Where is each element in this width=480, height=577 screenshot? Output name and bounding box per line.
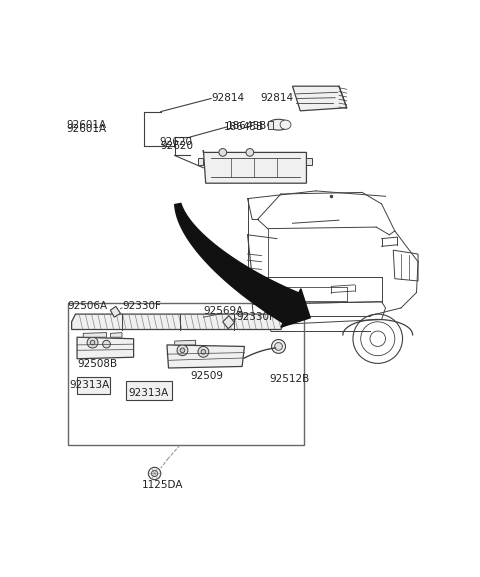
Ellipse shape (280, 120, 291, 129)
Circle shape (103, 340, 110, 348)
Circle shape (177, 345, 188, 355)
Text: 18645B: 18645B (224, 122, 264, 132)
Polygon shape (268, 121, 273, 129)
Text: 92508B: 92508B (77, 359, 117, 369)
Circle shape (90, 340, 95, 345)
Polygon shape (281, 288, 310, 327)
Text: 92313A: 92313A (128, 388, 168, 398)
Circle shape (152, 470, 157, 477)
Text: 92313A: 92313A (69, 380, 109, 390)
Text: 92330F: 92330F (237, 312, 276, 322)
Polygon shape (72, 314, 285, 329)
Text: 92814: 92814 (260, 93, 293, 103)
Text: 1125DA: 1125DA (142, 480, 183, 490)
Text: 92601A: 92601A (66, 123, 107, 133)
Ellipse shape (268, 119, 289, 130)
Polygon shape (175, 204, 299, 323)
Text: 92814: 92814 (211, 93, 244, 103)
Text: 92620: 92620 (161, 141, 194, 151)
Text: 92620: 92620 (159, 137, 192, 147)
Polygon shape (306, 158, 312, 166)
Bar (285, 287, 347, 301)
Polygon shape (204, 150, 306, 183)
Circle shape (275, 343, 282, 350)
Circle shape (201, 350, 206, 354)
Polygon shape (110, 306, 120, 317)
Polygon shape (77, 337, 133, 359)
Text: 92569A: 92569A (204, 306, 244, 316)
Polygon shape (110, 332, 122, 337)
Polygon shape (175, 340, 196, 345)
Circle shape (87, 337, 98, 348)
Bar (68, 302, 304, 445)
Circle shape (148, 467, 161, 479)
Circle shape (198, 346, 209, 357)
Polygon shape (223, 316, 234, 329)
Bar (77, 377, 109, 394)
Text: 18645B: 18645B (227, 121, 267, 131)
Circle shape (180, 348, 185, 353)
Polygon shape (167, 345, 244, 368)
Circle shape (246, 148, 254, 156)
Circle shape (272, 339, 286, 353)
Polygon shape (292, 86, 347, 111)
Polygon shape (83, 332, 107, 337)
Circle shape (219, 148, 227, 156)
Text: 92330F: 92330F (122, 301, 161, 312)
Polygon shape (198, 158, 204, 166)
Bar (126, 381, 172, 400)
Text: 92506A: 92506A (68, 301, 108, 310)
Text: 92601A: 92601A (66, 119, 107, 130)
Text: 92509: 92509 (190, 370, 223, 381)
Text: 92512B: 92512B (269, 374, 310, 384)
